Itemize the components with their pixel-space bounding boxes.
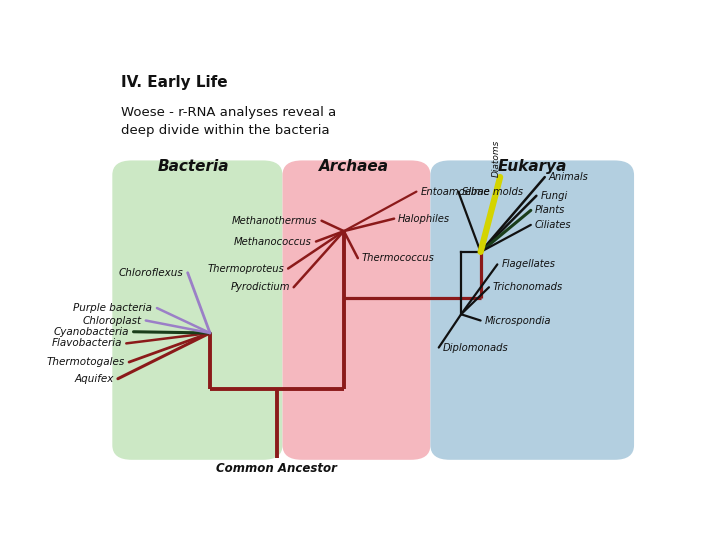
Text: Woese - r-RNA analyses reveal a
deep divide within the bacteria: Woese - r-RNA analyses reveal a deep div…: [121, 106, 336, 137]
Text: Chloroflexus: Chloroflexus: [118, 268, 183, 278]
Text: Thermococcus: Thermococcus: [361, 253, 435, 263]
Text: Entoamoebae: Entoamoebae: [420, 187, 490, 197]
Text: Thermoproteus: Thermoproteus: [207, 264, 284, 274]
Text: Bacteria: Bacteria: [158, 159, 229, 174]
Text: Plants: Plants: [535, 205, 565, 215]
FancyBboxPatch shape: [282, 160, 431, 460]
Text: Trichonomads: Trichonomads: [493, 282, 563, 292]
FancyBboxPatch shape: [431, 160, 634, 460]
Text: IV. Early Life: IV. Early Life: [121, 75, 228, 90]
Text: Halophiles: Halophiles: [398, 214, 450, 224]
Text: Chloroplast: Chloroplast: [82, 315, 141, 326]
Text: Diplomonads: Diplomonads: [443, 342, 508, 353]
Text: Flagellates: Flagellates: [501, 259, 555, 269]
Text: Methanococcus: Methanococcus: [234, 237, 312, 247]
Text: Aquifex: Aquifex: [74, 374, 114, 384]
Text: Flavobacteria: Flavobacteria: [51, 339, 122, 348]
Text: Purple bacteria: Purple bacteria: [73, 303, 153, 313]
Text: Pyrodictium: Pyrodictium: [230, 282, 289, 292]
Text: Fungi: Fungi: [540, 191, 567, 201]
Text: Methanothermus: Methanothermus: [232, 215, 318, 226]
Text: Slime molds: Slime molds: [462, 187, 523, 197]
Text: Animals: Animals: [549, 172, 588, 182]
FancyBboxPatch shape: [112, 160, 282, 460]
Text: Diatoms: Diatoms: [492, 140, 500, 177]
Text: Archaea: Archaea: [319, 159, 389, 174]
Text: Common Ancestor: Common Ancestor: [217, 462, 338, 475]
Text: Thermotogales: Thermotogales: [46, 357, 125, 367]
Text: Cyanobacteria: Cyanobacteria: [53, 327, 129, 337]
Text: Ciliates: Ciliates: [535, 220, 572, 230]
Text: Eukarya: Eukarya: [498, 159, 567, 174]
Text: Microspondia: Microspondia: [485, 315, 551, 326]
